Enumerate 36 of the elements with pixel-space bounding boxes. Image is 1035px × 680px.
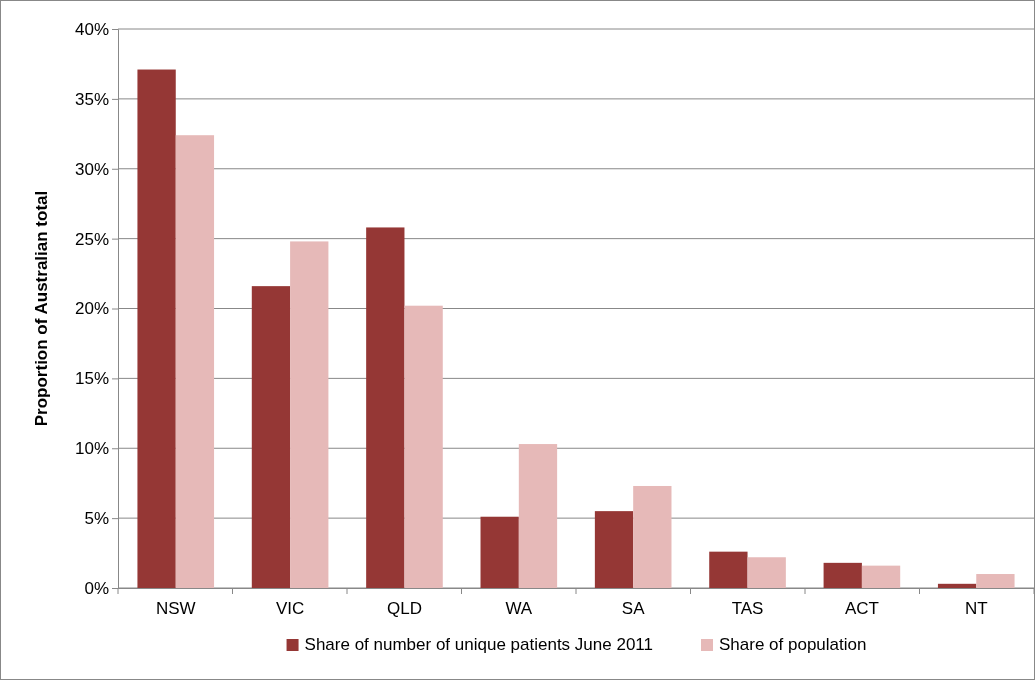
y-tick-label: 5% [84,509,109,529]
bar [175,135,215,588]
y-tick-label: 40% [74,19,109,39]
y-tick-label: 35% [74,89,109,109]
bar [747,557,786,588]
bar [976,574,1015,588]
legend-label: Share of population [718,635,867,654]
y-tick-label: 30% [74,159,109,179]
bar [366,227,405,588]
bar [404,305,443,588]
x-tick-label: VIC [275,599,305,619]
bar [633,485,672,588]
x-tick-label: QLD [386,599,422,619]
x-tick-label: WA [505,599,533,619]
bar [480,516,519,588]
bar [823,562,862,588]
bar [594,511,634,588]
bar [251,286,291,588]
legend-label: Share of number of unique patients June 2011 [304,635,653,654]
bar [937,583,977,588]
y-tick-label: 10% [74,439,109,459]
bar [518,444,558,588]
bar [709,551,748,588]
y-tick-label: 15% [74,369,109,389]
y-tick-label: 20% [74,299,109,319]
bar [290,241,329,588]
x-tick-label: ACT [844,599,879,619]
y-tick-label: 0% [84,578,109,598]
x-tick-label: NT [964,599,988,619]
bar [137,69,176,588]
x-tick-label: NSW [155,599,196,619]
x-tick-label: TAS [731,599,764,619]
y-tick-label: 25% [74,229,109,249]
y-axis-title: Proportion of Australian total [32,190,51,427]
bar [861,565,901,588]
x-tick-label: SA [621,599,646,619]
